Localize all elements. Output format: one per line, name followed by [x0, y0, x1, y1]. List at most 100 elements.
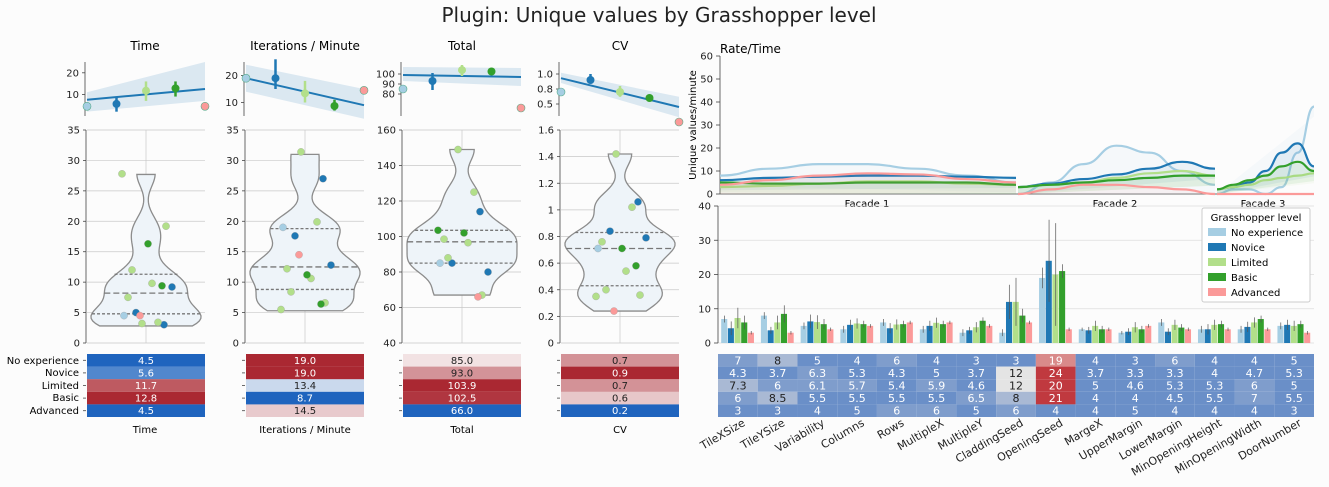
params-table-value: 3 [774, 405, 781, 418]
ipm-violin-point [317, 300, 325, 308]
cv-table-value: 0.9 [612, 368, 628, 379]
params-table-value: 4 [1211, 405, 1218, 418]
params-table-value: 4 [1211, 367, 1218, 380]
params-table-value: 5 [1291, 354, 1298, 367]
facade-3-label: Facade 3 [1241, 199, 1286, 210]
total-table-cell [403, 404, 521, 417]
params-table-value: 21 [1049, 392, 1063, 405]
params-table-cell [837, 404, 877, 417]
params-table-value: 5.7 [848, 380, 866, 393]
params-table-value: 4 [1052, 405, 1059, 418]
params-table-value: 5.3 [1206, 380, 1224, 393]
cv-panel-title: CV [612, 39, 629, 53]
params-tick-label: 10 [698, 304, 711, 315]
ipm-table-value: 8.7 [297, 394, 313, 405]
ipm-vio-tick-label: 35 [226, 126, 239, 137]
ipm-reg-mean [330, 102, 339, 111]
params-table-value: 3.7 [968, 367, 986, 380]
figure-title: Plugin: Unique values by Grasshopper lev… [441, 3, 876, 27]
params-table-cell [956, 391, 997, 405]
cv-table-cell [561, 379, 679, 392]
total-table-value: 93.0 [451, 368, 473, 379]
params-bar [747, 332, 754, 343]
params-bar [1178, 327, 1185, 343]
time-table-cell [87, 379, 205, 392]
params-table-cell [1234, 354, 1275, 367]
params-bar [1184, 329, 1192, 343]
total-table-cell [403, 379, 521, 392]
params-table-cell [718, 404, 758, 417]
params-table-value: 19 [1049, 354, 1063, 367]
params-bar [1237, 329, 1244, 343]
params-table-value: 4 [1211, 354, 1218, 367]
params-table-value: 3 [1132, 354, 1139, 367]
params-bar [840, 329, 847, 343]
params-table-cell [1075, 366, 1116, 380]
params-table-value: 5.5 [888, 392, 906, 405]
params-table-cell [797, 379, 838, 392]
ipm-violin-point [287, 288, 295, 296]
cv-vio-tick-label: 0.2 [538, 312, 554, 323]
legend-title: Grasshopper level [1211, 213, 1302, 224]
params-table-cell [1155, 379, 1195, 392]
params-bar [1244, 326, 1251, 343]
params-table-cell [1075, 354, 1116, 367]
params-table-value: 4.5 [1166, 392, 1184, 405]
params-bar [1251, 322, 1258, 343]
ipm-table-cell [246, 379, 364, 392]
params-bar [1098, 329, 1105, 343]
params-category-label: TileXSize [697, 416, 747, 453]
params-table-value: 4 [854, 354, 861, 367]
params-table-value: 5 [854, 405, 861, 418]
params-table-value: 5.4 [888, 380, 906, 393]
level-label-limited: Limited [42, 381, 79, 392]
time-table-cell [87, 366, 205, 380]
time-table-value: 11.7 [135, 381, 157, 392]
params-bar [767, 330, 774, 343]
total-reg-mean [428, 77, 437, 85]
legend-swatch-no-experience [1208, 228, 1226, 236]
params-bar [1131, 327, 1138, 343]
params-table-cell [797, 366, 838, 380]
params-table-cell [1274, 391, 1314, 405]
params-table-cell [876, 354, 917, 367]
params-table-cell [956, 366, 997, 380]
params-table-value: 8 [1013, 392, 1020, 405]
params-bar [906, 322, 913, 343]
params-table-cell [1115, 354, 1156, 367]
params-bar [1085, 330, 1092, 343]
ipm-table-value: 19.0 [294, 368, 316, 379]
params-table-value: 3 [734, 405, 741, 418]
total-vio-tick-label: 140 [377, 161, 396, 172]
params-table-cell [1115, 366, 1156, 380]
cv-vio-tick-label: 1 [548, 205, 554, 216]
total-vio-tick-label: 120 [377, 197, 396, 208]
rate-tick-label: 50 [700, 75, 713, 86]
total-table-cell [403, 354, 521, 367]
params-bar [1164, 331, 1171, 343]
rate-line-limited [719, 180, 1017, 189]
total-table-cell [403, 366, 521, 380]
params-table-value: 4 [933, 354, 940, 367]
time-violin-point [118, 170, 126, 178]
legend-swatch-limited [1208, 258, 1226, 266]
params-table-value: 3 [1291, 405, 1298, 418]
ipm-vio-tick-label: 5 [233, 308, 239, 319]
params-bar [1026, 322, 1033, 343]
params-table-cell [1155, 366, 1195, 380]
params-bar [727, 328, 734, 343]
params-bar [880, 322, 887, 343]
params-table-value: 4 [1092, 354, 1099, 367]
time-violin-point [128, 266, 136, 274]
time-violin-point [144, 240, 152, 248]
ipm-xlabel: Iterations / Minute [259, 425, 351, 436]
params-table-cell [916, 404, 957, 417]
ipm-violin-point [283, 265, 291, 273]
params-bar [860, 324, 867, 343]
params-table-value: 3 [1013, 354, 1020, 367]
params-table-value: 24 [1049, 367, 1063, 380]
cv-reg-mean [645, 94, 654, 102]
params-table-cell [876, 379, 917, 392]
params-bar [946, 322, 953, 343]
params-panel: 010203040TileXSizeTileYSizeVariabilityCo… [697, 202, 1314, 479]
